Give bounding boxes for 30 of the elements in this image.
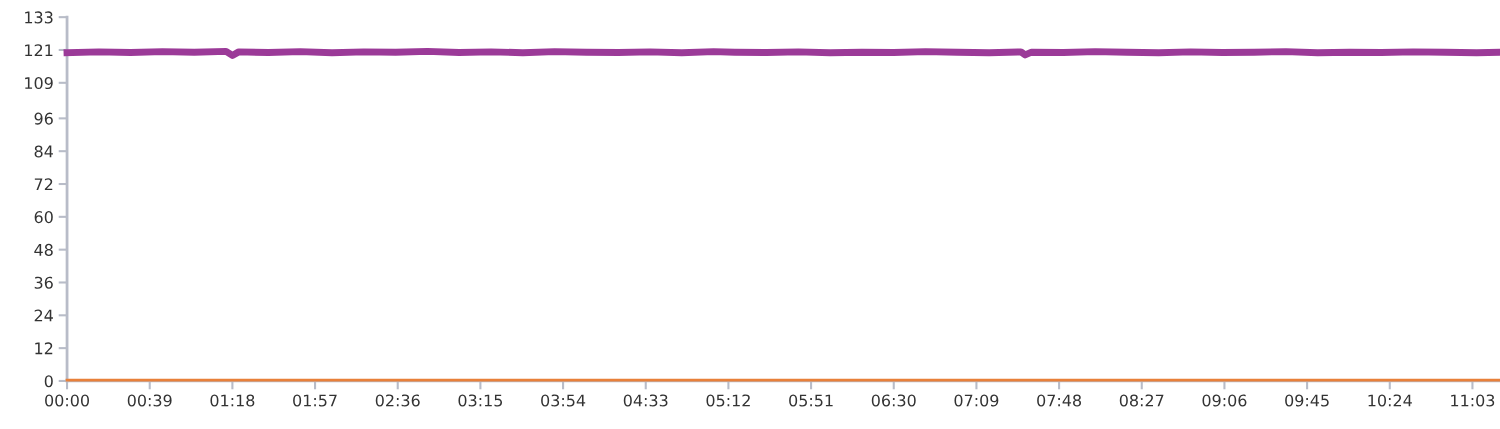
y-tick-label: 109 — [25, 77, 53, 90]
x-tick-label: 05:51 — [789, 394, 833, 407]
x-tick-label: 03:54 — [541, 394, 586, 407]
x-tick-label: 09:45 — [1285, 394, 1329, 407]
y-tick-label: 84 — [34, 145, 53, 158]
x-tick-label: 04:33 — [623, 394, 668, 407]
y-tick-label: 48 — [34, 243, 53, 256]
x-tick-label: 03:15 — [458, 394, 503, 407]
x-tick-label: 00:00 — [45, 394, 89, 407]
y-tick-label: 133 — [25, 11, 53, 24]
x-tick-label: 00:39 — [127, 394, 172, 407]
y-tick-label: 60 — [34, 211, 53, 224]
y-tick-label: 72 — [34, 178, 53, 191]
x-tick-label: 07:48 — [1037, 394, 1082, 407]
x-tick-label: 01:57 — [293, 394, 337, 407]
x-tick-label: 02:36 — [375, 394, 420, 407]
y-tick-label: 24 — [34, 309, 53, 322]
y-tick-label: 96 — [34, 112, 53, 125]
y-tick-label: 121 — [25, 44, 53, 57]
x-tick-label: 01:18 — [210, 394, 255, 407]
y-tick-label: 36 — [34, 276, 53, 289]
x-tick-label: 06:30 — [871, 394, 916, 407]
y-tick-label: 0 — [44, 375, 53, 388]
x-tick-label: 05:12 — [706, 394, 750, 407]
x-tick-label: 09:06 — [1202, 394, 1247, 407]
x-tick-label: 07:09 — [954, 394, 999, 407]
x-tick-label: 10:24 — [1368, 394, 1412, 407]
x-tick-label: 11:03 — [1451, 394, 1495, 407]
x-tick-label: 08:27 — [1119, 394, 1164, 407]
y-tick-label: 12 — [35, 342, 53, 355]
